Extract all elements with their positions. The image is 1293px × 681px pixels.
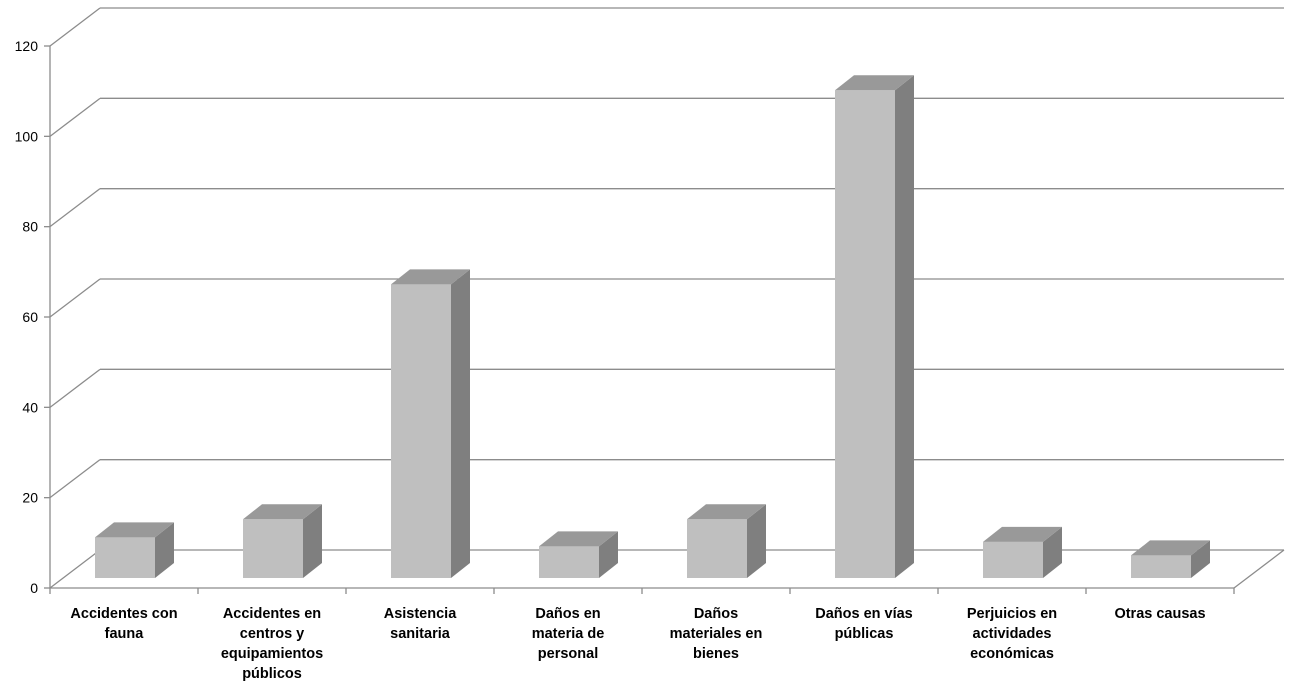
bar-top <box>983 526 1062 542</box>
x-tick-label: Daños en materia de personal <box>532 606 605 662</box>
bar-side <box>1043 526 1062 578</box>
x-tick-labels: Accidentes con fauna Accidentes en centros … <box>70 606 1205 681</box>
bar <box>983 526 1062 578</box>
bar-front <box>983 541 1043 578</box>
grid-lines <box>49 7 1284 589</box>
grid-diagonal <box>49 7 101 47</box>
x-tick-label: Otras causas <box>1114 606 1205 622</box>
bar-front <box>391 284 451 578</box>
bar-side <box>155 522 174 578</box>
bar <box>243 504 322 578</box>
grid-diagonal <box>49 549 101 589</box>
x-tick-label: Accidentes en centros y equipamientos públi… <box>221 606 323 681</box>
bar <box>1131 540 1210 578</box>
bar-side <box>895 75 914 578</box>
y-tick-label: 40 <box>22 399 38 415</box>
bar-side <box>1191 540 1210 578</box>
bar-front <box>687 519 747 578</box>
x-tick-label: Daños en vías públicas <box>815 606 913 642</box>
y-tick-label: 60 <box>22 309 38 325</box>
bar <box>391 269 470 578</box>
bar-front <box>835 90 895 578</box>
bar-top <box>835 75 914 91</box>
y-tick-label: 120 <box>15 38 39 54</box>
grid-diagonal <box>49 368 101 408</box>
bar-top <box>1131 540 1210 556</box>
bar-front <box>539 546 599 578</box>
bar-side <box>303 504 322 578</box>
bar-top <box>243 504 322 520</box>
bars <box>95 75 1210 578</box>
grid-diagonal <box>49 97 101 137</box>
bar-front <box>95 537 155 578</box>
bar-side <box>599 531 618 578</box>
bar-top <box>391 269 470 285</box>
bar <box>539 531 618 578</box>
axes <box>44 45 1285 594</box>
bar-top <box>539 531 618 547</box>
y-tick-labels: 0 20 40 60 80 100 120 <box>15 38 39 596</box>
bar-top <box>95 522 174 538</box>
y-tick-label: 100 <box>15 128 39 144</box>
x-tick-label: Daños materiales en bienes <box>670 606 763 662</box>
grid-diagonal <box>49 459 101 499</box>
x-tick-label: Accidentes con fauna <box>70 606 177 642</box>
x-tick-label: Asistencia sanitaria <box>384 606 457 642</box>
y-tick-label: 80 <box>22 219 38 235</box>
bar <box>687 504 766 578</box>
bar-side <box>451 269 470 578</box>
y-tick-label: 0 <box>30 580 38 596</box>
y-tick-label: 20 <box>22 490 38 506</box>
grid-diagonal <box>49 278 101 318</box>
grid-diagonal <box>49 188 101 228</box>
bar-front <box>243 519 303 578</box>
bar-front <box>1131 555 1191 578</box>
x-tick-label: Perjuicios en actividades económicas <box>967 606 1057 662</box>
floor-edge <box>1233 549 1285 589</box>
bar-top <box>687 504 766 520</box>
bar <box>835 75 914 578</box>
bar <box>95 522 174 578</box>
bar-side <box>747 504 766 578</box>
